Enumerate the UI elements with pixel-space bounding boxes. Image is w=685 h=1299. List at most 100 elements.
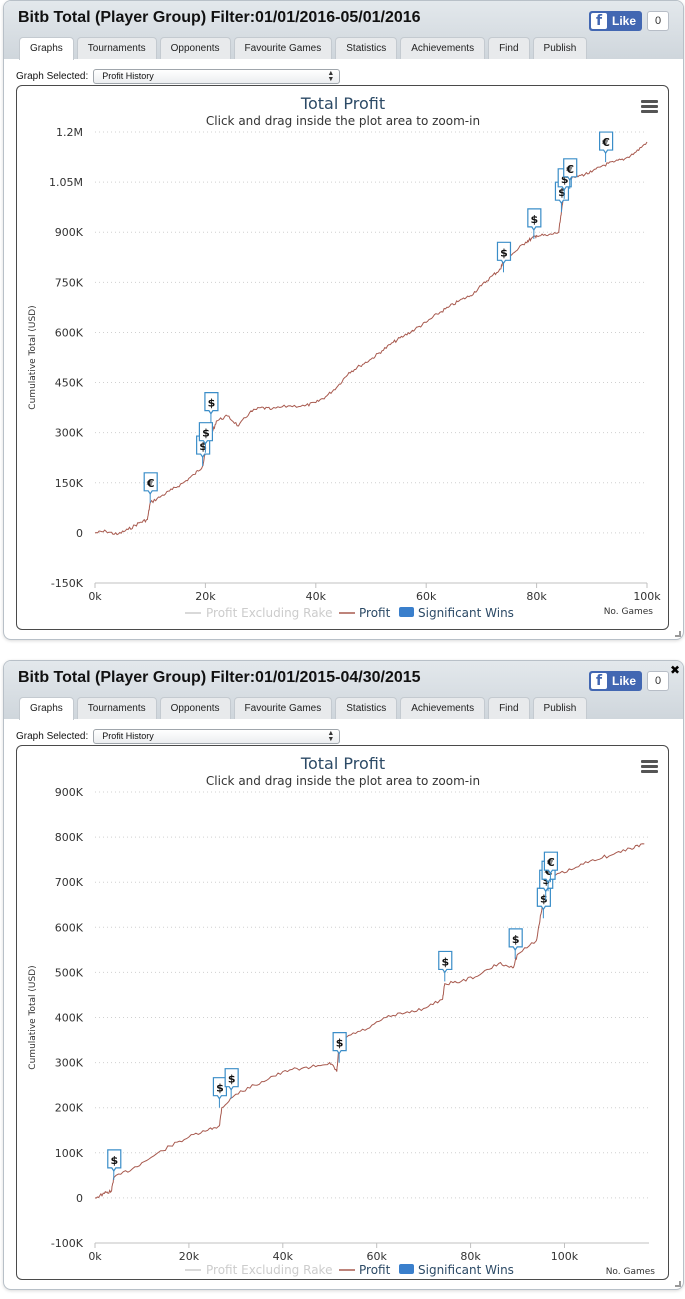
tab-statistics[interactable]: Statistics (335, 697, 398, 719)
significant-win-flag[interactable]: € (563, 158, 578, 189)
significant-win-flag[interactable]: $ (527, 208, 542, 239)
legend-sig-wins-label: Significant Wins (418, 1263, 514, 1277)
significant-win-flag[interactable]: $ (438, 950, 453, 982)
tab-achievements[interactable]: Achievements (400, 697, 486, 719)
chart-subtitle: Click and drag inside the plot area to z… (206, 114, 480, 128)
x-axis-label: No. Games (604, 607, 654, 617)
significant-win-flag[interactable]: $ (107, 1149, 122, 1180)
chart-menu-icon[interactable] (641, 100, 658, 114)
facebook-like-label: Like (612, 14, 637, 28)
y-tick-label: 150K (55, 477, 84, 490)
graph-panel-2015: Bitb Total (Player Group) Filter:01/01/2… (3, 660, 684, 1290)
tab-publish[interactable]: Publish (532, 697, 588, 719)
significant-win-flag[interactable]: $ (536, 887, 551, 919)
y-tick-label: 500K (55, 966, 84, 979)
y-tick-label: 900K (55, 226, 84, 239)
significant-win-flag[interactable]: € (143, 472, 158, 503)
y-tick-label: 100K (55, 1147, 84, 1160)
facebook-like-count: 0 (647, 11, 670, 31)
flag-symbol: $ (199, 440, 207, 453)
y-tick-label: 750K (55, 276, 84, 289)
x-tick-label: 60k (367, 1250, 388, 1263)
x-tick-label: 40k (273, 1250, 294, 1263)
panel-tabs: Graphs Tournaments Opponents Favourite G… (19, 37, 590, 60)
y-tick-label: 0 (76, 527, 83, 540)
flag-box (508, 928, 523, 951)
flag-box (107, 1149, 122, 1172)
y-tick-label: 600K (55, 921, 84, 934)
graph-selected-label: Graph Selected: (16, 71, 89, 82)
significant-win-flag[interactable]: $ (496, 241, 512, 273)
significant-win-flag[interactable]: $ (508, 928, 523, 959)
significant-win-flag[interactable]: € (599, 131, 614, 163)
chart-menu-icon[interactable] (641, 760, 658, 774)
graph-selected-label: Graph Selected: (16, 731, 89, 742)
flag-symbol: $ (202, 427, 210, 440)
significant-win-flag[interactable]: $ (332, 1032, 347, 1063)
y-tick-label: -100K (51, 1237, 84, 1250)
tab-find[interactable]: Find (488, 697, 530, 719)
flag-symbol: € (146, 477, 155, 490)
chart-container[interactable]: Total Profit Click and drag inside the pl… (16, 745, 669, 1280)
tab-opponents[interactable]: Opponents (159, 37, 231, 59)
flag-box (599, 131, 614, 155)
panel-title: Bitb Total (Player Group) Filter:01/01/2… (18, 9, 421, 26)
significant-win-flag[interactable]: $ (204, 392, 219, 423)
flag-symbol: $ (512, 933, 520, 946)
panel-title-bar: Bitb Total (Player Group) Filter:01/01/2… (4, 661, 683, 720)
tab-statistics[interactable]: Statistics (335, 37, 398, 59)
graph-select-dropdown[interactable]: Profit History ▲ ▼ (93, 729, 341, 744)
panel-title: Bitb Total (Player Group) Filter:01/01/2… (18, 669, 421, 686)
significant-win-flag[interactable]: $ (198, 422, 213, 453)
tab-graphs[interactable]: Graphs (19, 697, 74, 720)
select-arrows-icon: ▲ ▼ (327, 730, 335, 743)
flag-symbol: $ (110, 1154, 118, 1167)
tab-graphs[interactable]: Graphs (19, 37, 74, 60)
tab-tournaments[interactable]: Tournaments (76, 37, 157, 59)
y-axis-label: Cumulative Total (USD) (28, 305, 38, 409)
facebook-like-widget: f Like 0 (589, 11, 670, 31)
tab-publish[interactable]: Publish (532, 37, 588, 59)
resize-handle[interactable] (675, 1281, 681, 1287)
facebook-like-button[interactable]: f Like (589, 671, 643, 691)
significant-win-flag[interactable]: $ (224, 1068, 239, 1099)
facebook-like-label: Like (612, 674, 637, 688)
facebook-like-widget: f Like 0 (589, 671, 670, 691)
flag-symbol: $ (216, 1082, 224, 1095)
flag-symbol: $ (542, 874, 550, 887)
graph-selector-row: Graph Selected: Profit History ▲ ▼ (16, 69, 341, 84)
flag-box (496, 241, 512, 265)
legend-sig-wins-swatch (399, 607, 414, 617)
tab-favourite-games[interactable]: Favourite Games (233, 37, 333, 59)
tab-find[interactable]: Find (488, 37, 530, 59)
flag-symbol: $ (540, 892, 548, 905)
significant-win-flag[interactable]: $ (212, 1077, 228, 1108)
tab-achievements[interactable]: Achievements (400, 37, 486, 59)
significant-win-flag[interactable]: € (543, 851, 559, 883)
graph-select-value: Profit History (102, 71, 154, 81)
x-tick-label: 0k (88, 590, 102, 603)
legend-sig-wins-label: Significant Wins (418, 606, 514, 620)
facebook-icon: f (591, 13, 607, 29)
profit-series-line (94, 843, 645, 1199)
chart-container[interactable]: Total Profit Click and drag inside the pl… (16, 85, 669, 630)
y-tick-label: -150K (51, 577, 84, 590)
x-tick-label: 100k (551, 1250, 579, 1263)
tab-tournaments[interactable]: Tournaments (76, 697, 157, 719)
tab-opponents[interactable]: Opponents (159, 697, 231, 719)
x-tick-label: 20k (195, 590, 216, 603)
facebook-like-count: 0 (647, 671, 670, 691)
select-arrows-icon: ▲ ▼ (327, 70, 335, 83)
close-icon[interactable]: ✖ (670, 663, 681, 677)
legend-profit-label: Profit (359, 606, 391, 620)
flag-box (438, 950, 453, 974)
legend-profit-label: Profit (359, 1263, 391, 1277)
facebook-like-button[interactable]: f Like (589, 11, 643, 31)
resize-handle[interactable] (675, 631, 681, 637)
tab-favourite-games[interactable]: Favourite Games (233, 697, 333, 719)
graph-select-dropdown[interactable]: Profit History ▲ ▼ (93, 69, 341, 84)
x-tick-label: 40k (306, 590, 327, 603)
y-axis-label: Cumulative Total (USD) (28, 965, 38, 1069)
